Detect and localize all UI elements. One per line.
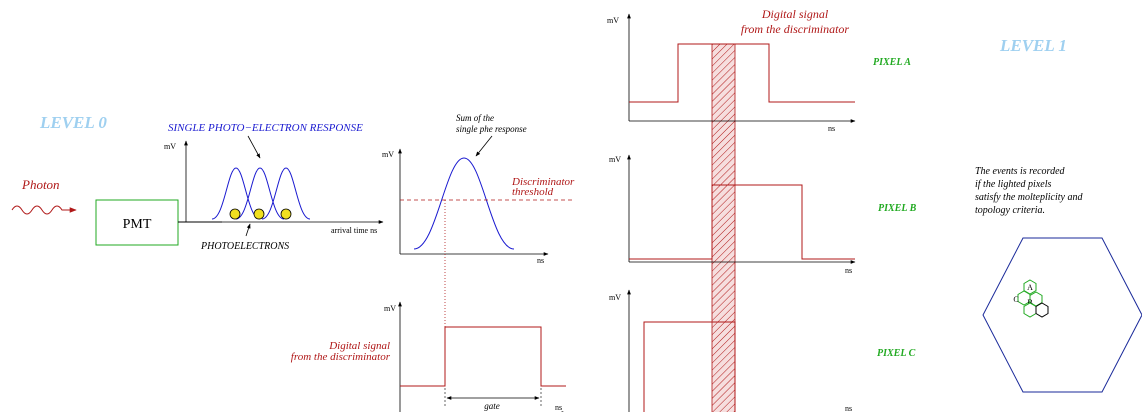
disc-signal-title-line2: from the discriminator bbox=[741, 22, 850, 36]
pixel-b-pulse bbox=[629, 184, 855, 260]
digital-label-line1: Digital signal bbox=[328, 340, 390, 352]
arrival-time-label: arrival time ns bbox=[331, 226, 377, 235]
pixel-a-label: PIXEL A bbox=[873, 57, 911, 68]
pixel-hex-5 bbox=[1035, 302, 1049, 318]
photoelectron-dot-3 bbox=[280, 208, 292, 220]
photoelectron-dot-2 bbox=[253, 208, 265, 220]
pixel-b-ns-label: ns bbox=[845, 266, 852, 275]
camera-hexagon bbox=[982, 237, 1142, 393]
pmt-label: PMT bbox=[123, 217, 152, 232]
pixel-hex-c bbox=[1017, 290, 1031, 306]
digital-pulse bbox=[400, 326, 566, 387]
pixel-a-pulse bbox=[629, 43, 855, 103]
sum-ns-label: ns bbox=[537, 256, 544, 265]
pixel-hex-c-label: C bbox=[1013, 295, 1018, 304]
spe-pulse-2 bbox=[235, 167, 285, 220]
threshold-label-line2: threshold bbox=[512, 186, 554, 198]
gate-label: gate bbox=[484, 401, 500, 411]
spe-pulse-1 bbox=[211, 167, 261, 220]
photoelectrons-label: PHOTOELECTRONS bbox=[200, 241, 289, 252]
spe-mv-label: mV bbox=[164, 142, 176, 151]
pixel-c-mv-label: mV bbox=[609, 293, 621, 302]
events-text-line2: if the lighted pixels bbox=[975, 179, 1051, 190]
pixel-a-mv-label: mV bbox=[607, 16, 619, 25]
events-text-line4: topology criteria. bbox=[975, 205, 1045, 216]
spe-pulse-3 bbox=[261, 167, 311, 220]
spe-title: SINGLE PHOTO−ELECTRON RESPONSE bbox=[168, 122, 363, 134]
sum-mv-label: mV bbox=[382, 150, 394, 159]
level1-title: LEVEL 1 bbox=[999, 36, 1067, 55]
level0-title: LEVEL 0 bbox=[39, 113, 107, 132]
photoelectrons-pointer-arrow bbox=[245, 223, 251, 237]
pixel-c-pulse bbox=[643, 321, 736, 412]
pmt-box bbox=[95, 199, 179, 246]
photoelectron-dot-1 bbox=[229, 208, 241, 220]
pixel-a-ns-label: ns bbox=[828, 124, 835, 133]
pixel-hex-4 bbox=[1023, 302, 1037, 318]
sum-label-line1: Sum of the bbox=[456, 113, 494, 123]
sum-label-line2: single phe response bbox=[456, 124, 527, 134]
sum-pulse-curve bbox=[413, 157, 515, 250]
events-text-line3: satisfy the molteplicity and bbox=[975, 192, 1083, 203]
photon-label: Photon bbox=[21, 177, 60, 192]
pixel-b-mv-label: mV bbox=[609, 155, 621, 164]
spe-pointer-arrow bbox=[247, 135, 261, 159]
digital-label-line2: from the discriminator bbox=[291, 351, 391, 363]
pixel-c-ns-label: ns bbox=[845, 404, 852, 412]
sum-pointer-arrow bbox=[475, 135, 493, 157]
threshold-label-line1: Discriminator bbox=[511, 176, 575, 188]
pixel-c-label: PIXEL C bbox=[877, 348, 916, 359]
digital-mv-label: mV bbox=[384, 304, 396, 313]
pixel-b-label: PIXEL B bbox=[878, 203, 917, 214]
coincidence-band bbox=[711, 43, 736, 412]
photon-wave-icon bbox=[11, 205, 77, 215]
digital-ns-label: ns bbox=[555, 403, 562, 412]
pixel-hex-a-label: A bbox=[1027, 283, 1033, 292]
disc-signal-title-line1: Digital signal bbox=[761, 7, 829, 21]
events-text-line1: The events is recorded bbox=[975, 166, 1066, 177]
